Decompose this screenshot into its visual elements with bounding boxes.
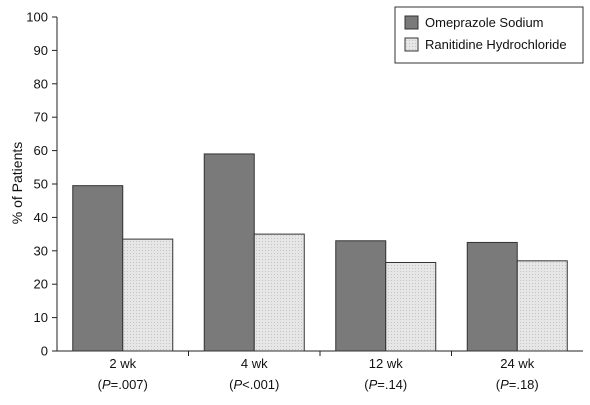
bar-ranitidine: [385, 261, 437, 352]
legend: Omeprazole Sodium Ranitidine Hydrochlori…: [394, 6, 584, 64]
x-category-label: 24 wk: [500, 356, 534, 371]
bar-omeprazole: [335, 240, 387, 352]
category-labels: 2 wk (P=.007) 4 wk (P<.001) 12 wk (P=.14) 24 w…: [98, 356, 539, 392]
y-tick-label: 90: [34, 43, 48, 58]
legend-box: [394, 6, 584, 64]
x-category-label: 2 wk: [109, 356, 136, 371]
x-category-p-value: (P=.14): [364, 377, 407, 392]
x-category-p-value: (P=.18): [496, 377, 539, 392]
y-axis: 0 10 20 30 40 50 60 70 80 90 100: [26, 10, 58, 359]
x-category-p-value: (P=.007): [98, 377, 148, 392]
bar-omeprazole: [203, 153, 255, 352]
bar-ranitidine: [253, 233, 305, 352]
legend-label-omeprazole: Omeprazole Sodium: [425, 15, 544, 30]
y-axis-title: % of Patients: [9, 142, 25, 225]
x-category-label: 4 wk: [241, 356, 268, 371]
y-tick-label: 40: [34, 210, 48, 225]
y-tick-label: 10: [34, 310, 48, 325]
y-tick-label: 100: [26, 10, 48, 25]
x-category-p-value: (P<.001): [229, 377, 279, 392]
bars-group: [72, 153, 568, 352]
y-tick-label: 20: [34, 277, 48, 292]
x-category-label: 12 wk: [369, 356, 403, 371]
y-tick-label: 70: [34, 110, 48, 125]
bar-ranitidine: [516, 260, 568, 352]
y-tick-label: 0: [41, 344, 48, 359]
legend-label-ranitidine: Ranitidine Hydrochloride: [425, 37, 567, 52]
y-tick-label: 50: [34, 177, 48, 192]
bar-omeprazole: [466, 241, 518, 352]
y-tick-label: 80: [34, 76, 48, 91]
legend-swatch-omeprazole: [404, 15, 419, 30]
legend-swatch-ranitidine: [404, 37, 419, 52]
y-tick-label: 60: [34, 143, 48, 158]
y-tick-label: 30: [34, 243, 48, 258]
bar-omeprazole: [72, 185, 124, 352]
bar-ranitidine: [122, 238, 174, 352]
